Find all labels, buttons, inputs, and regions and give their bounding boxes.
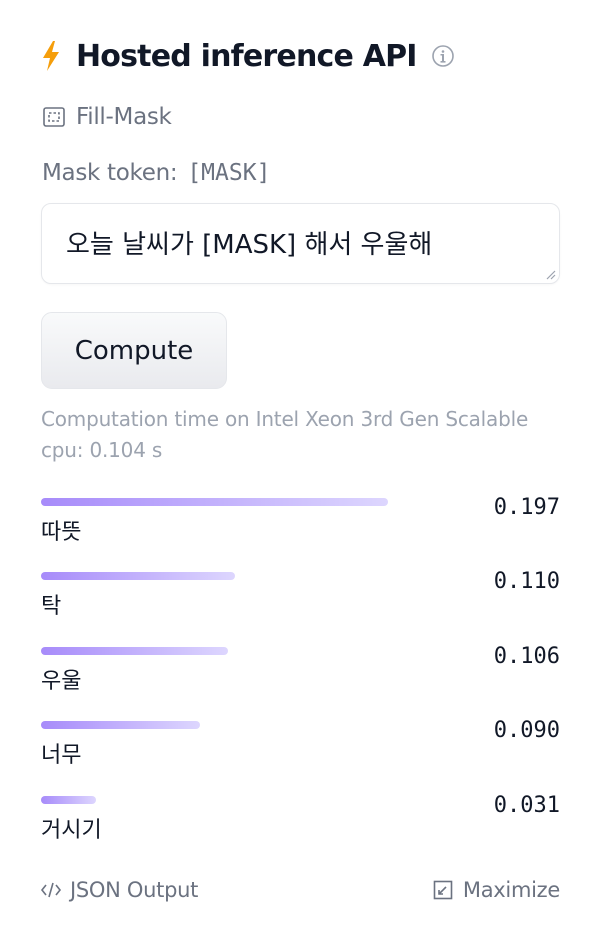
maximize-link[interactable]: Maximize (433, 874, 560, 906)
result-label: 너무 (41, 743, 82, 768)
json-output-label: JSON Output (70, 878, 199, 902)
result-row: 너무 0.090 (41, 718, 560, 775)
code-icon (40, 882, 62, 898)
widget-footer: JSON Output Maximize (40, 874, 560, 906)
result-score: 0.197 (493, 495, 560, 520)
result-row: 탁 0.110 (41, 569, 560, 626)
text-input[interactable]: 오늘 날씨가 [MASK] 해서 우울해 (41, 203, 560, 284)
result-score: 0.090 (493, 718, 560, 743)
widget-header: Hosted inference API (40, 36, 455, 76)
maximize-icon (433, 880, 453, 900)
result-label: 우울 (41, 669, 82, 694)
computation-time: Computation time on Intel Xeon 3rd Gen S… (41, 407, 529, 462)
mask-token-label: Mask token: (42, 160, 178, 186)
mask-token-info: Mask token: [MASK] (42, 158, 270, 188)
info-icon[interactable] (431, 44, 455, 68)
score-bar (41, 647, 228, 655)
mask-token-value: [MASK] (187, 160, 271, 186)
result-row: 거시기 0.031 (41, 793, 560, 850)
score-bar (41, 498, 388, 506)
resize-handle-icon[interactable] (544, 268, 556, 280)
task-type: Fill-Mask (42, 102, 172, 132)
result-score: 0.031 (493, 793, 560, 818)
maximize-label: Maximize (462, 878, 560, 902)
task-label: Fill-Mask (76, 104, 172, 130)
result-row: 따뜻 0.197 (41, 495, 560, 552)
score-bar (41, 721, 200, 729)
fill-mask-icon (43, 107, 65, 127)
result-row: 우울 0.106 (41, 644, 560, 701)
json-output-link[interactable]: JSON Output (40, 874, 198, 906)
compute-button[interactable]: Compute (41, 312, 227, 389)
text-input-value[interactable]: 오늘 날씨가 [MASK] 해서 우울해 (66, 230, 433, 260)
result-score: 0.110 (493, 569, 560, 594)
result-label: 거시기 (41, 818, 102, 843)
score-bar (41, 572, 235, 580)
score-bar (41, 796, 96, 804)
result-label: 따뜻 (41, 520, 82, 545)
result-score: 0.106 (493, 644, 560, 669)
result-label: 탁 (41, 594, 62, 619)
lightning-icon (43, 41, 59, 71)
widget-title: Hosted inference API (76, 38, 417, 74)
